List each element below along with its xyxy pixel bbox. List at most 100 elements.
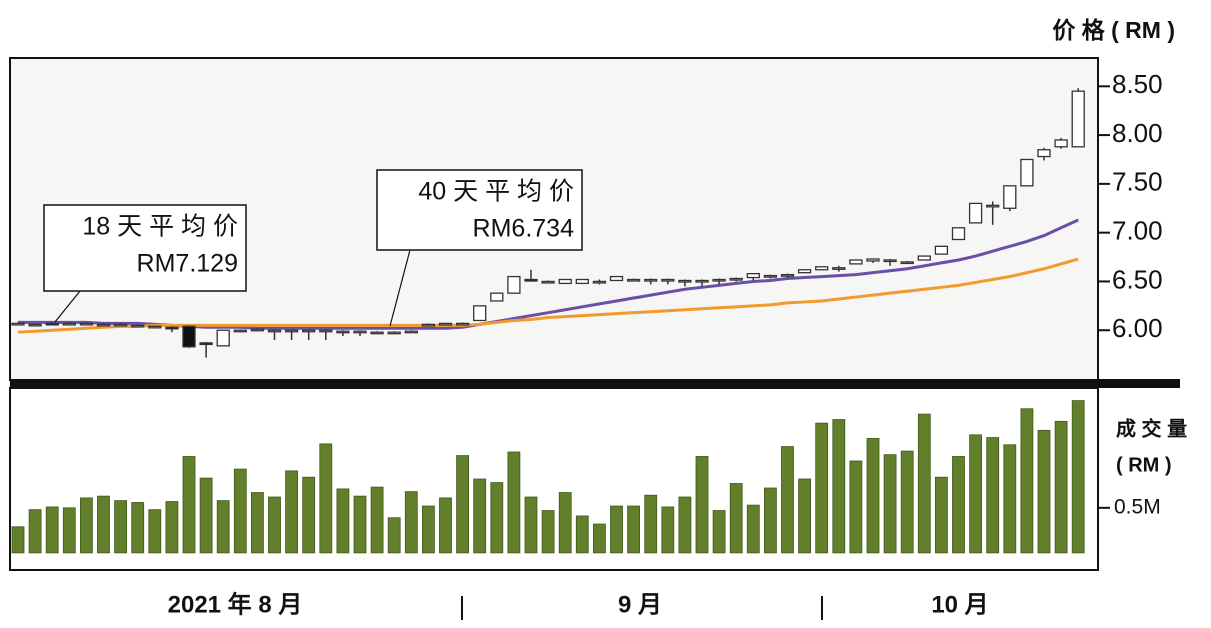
candle-body xyxy=(1037,149,1051,158)
volume-bar xyxy=(1037,429,1051,554)
y-tick-label: 8.00 xyxy=(1112,118,1163,148)
candle-body xyxy=(678,279,692,283)
volume-bar xyxy=(1054,420,1068,554)
volume-bar xyxy=(815,422,829,554)
volume-bar xyxy=(302,476,316,554)
candle-body xyxy=(370,331,384,335)
candle-body xyxy=(199,342,213,346)
candle-body xyxy=(1071,90,1085,148)
volume-bar xyxy=(62,507,76,554)
volume-bar xyxy=(165,501,179,554)
volume-bar xyxy=(370,486,384,554)
y-tick-label: 6.50 xyxy=(1112,264,1163,294)
volume-bar xyxy=(439,497,452,554)
candle-body xyxy=(250,328,265,332)
candle-body xyxy=(644,278,658,282)
candle-body xyxy=(438,322,453,326)
candle-body xyxy=(233,329,247,333)
candle-body xyxy=(62,322,76,326)
volume-bar xyxy=(387,517,401,554)
candle-body xyxy=(661,278,675,282)
candle-body xyxy=(626,278,641,282)
candle-body xyxy=(746,272,760,279)
volume-axis-label: ( RM ) xyxy=(1116,454,1172,476)
volume-bar xyxy=(507,451,521,554)
volume-bar xyxy=(319,443,333,554)
volume-bar xyxy=(199,477,213,554)
volume-bar xyxy=(524,496,538,554)
candle-body xyxy=(319,329,333,333)
candle-body xyxy=(28,323,42,327)
moving-average-line xyxy=(17,257,1079,334)
volume-bar xyxy=(900,450,914,554)
volume-bar xyxy=(336,488,350,554)
annotation-text: RM7.129 xyxy=(137,250,238,278)
y-axis-label: 价 格 ( RM ) xyxy=(1052,17,1175,43)
volume-bar xyxy=(575,515,589,554)
candle-body xyxy=(592,280,607,284)
candle-body xyxy=(986,204,1000,208)
volume-bar xyxy=(233,468,247,554)
candle-body xyxy=(96,323,111,327)
candle-body xyxy=(917,255,931,261)
y-tick-label: 7.50 xyxy=(1112,167,1163,197)
volume-bar xyxy=(541,510,555,554)
volume-bar xyxy=(661,506,675,554)
y-tick-label: 7.00 xyxy=(1112,216,1163,246)
annotation-leader xyxy=(389,249,411,327)
volume-bar xyxy=(729,483,743,554)
volume-bar xyxy=(969,434,982,554)
volume-bar xyxy=(952,456,965,554)
volume-bar xyxy=(28,509,42,554)
volume-bar xyxy=(182,456,196,554)
volume-bar xyxy=(644,494,658,554)
candle-body xyxy=(131,324,145,328)
volume-bar xyxy=(849,460,863,554)
candle-body xyxy=(182,325,196,348)
volume-bar xyxy=(97,495,110,554)
candle-body xyxy=(934,245,949,255)
y-tick-label: 0.5M xyxy=(1114,495,1161,518)
candle-body xyxy=(541,280,555,284)
candle-body xyxy=(968,202,983,224)
candle-body xyxy=(216,329,230,347)
volume-bar xyxy=(781,446,794,554)
volume-bar xyxy=(473,478,487,554)
candle-body xyxy=(763,274,778,278)
volume-bar xyxy=(593,523,606,554)
volume-bar xyxy=(45,506,59,554)
candle-body xyxy=(1003,185,1017,209)
candle-body xyxy=(507,275,521,294)
candle-body xyxy=(900,261,914,265)
candle-body xyxy=(1054,139,1068,148)
x-label: 2021 年 8 月 xyxy=(168,590,303,618)
candle-body xyxy=(832,267,846,270)
annotation-text: 40 天 平 均 价 xyxy=(418,178,574,206)
volume-bar xyxy=(678,496,692,554)
volume-bar xyxy=(353,495,367,554)
candle-body xyxy=(712,278,726,282)
candle-body xyxy=(490,292,504,302)
volume-bar xyxy=(917,413,931,554)
x-label: 10 月 xyxy=(931,591,988,618)
volume-bar xyxy=(695,456,709,554)
volume-bar xyxy=(1003,444,1017,554)
candle-body xyxy=(11,322,25,326)
y-tick-label: 6.00 xyxy=(1112,313,1163,343)
candle-body xyxy=(558,278,572,285)
candle-body xyxy=(336,330,350,334)
volume-bar xyxy=(986,437,1000,554)
candle-body xyxy=(387,331,401,335)
candle-body xyxy=(353,330,367,334)
volume-bar xyxy=(11,526,25,554)
volume-bar xyxy=(250,492,264,554)
volume-bar xyxy=(80,497,93,554)
volume-bar xyxy=(490,482,504,554)
volume-bar xyxy=(627,505,640,554)
x-label: 9 月 xyxy=(618,591,662,618)
volume-bar xyxy=(114,500,127,554)
candle-body xyxy=(113,323,128,327)
volume-bar xyxy=(1020,408,1034,554)
candle-body xyxy=(695,279,709,283)
